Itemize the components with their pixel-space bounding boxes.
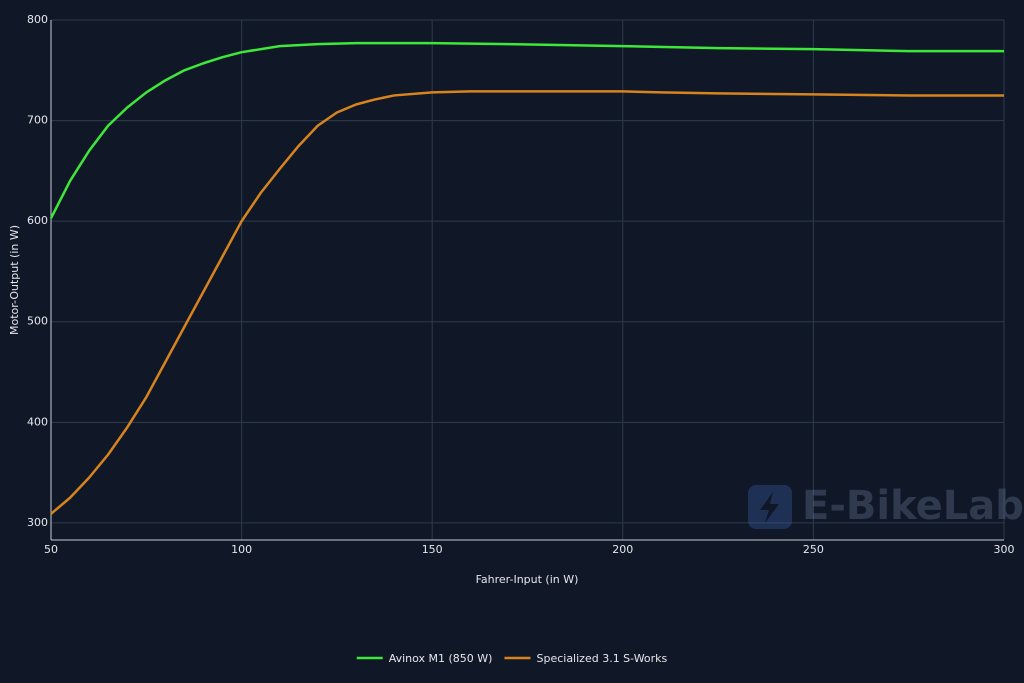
legend-label: Avinox M1 (850 W) <box>389 652 493 665</box>
y-tick-label: 500 <box>27 315 48 328</box>
x-tick-label: 100 <box>231 543 252 556</box>
series-line <box>50 90 1004 515</box>
watermark-bolt <box>760 492 779 523</box>
x-tick-label: 200 <box>612 543 633 556</box>
y-tick-label: 300 <box>27 516 48 529</box>
y-tick-label: 700 <box>27 114 48 127</box>
watermark-text: E-BikeLab <box>802 483 1024 529</box>
x-axis-title: Fahrer-Input (in W) <box>476 573 579 586</box>
y-axis-title: Motor-Output (in W) <box>8 225 21 335</box>
y-tick-label: 800 <box>27 13 48 26</box>
legend: Avinox M1 (850 W) Specialized 3.1 S-Works <box>356 652 668 665</box>
y-tick-label: 400 <box>27 415 48 428</box>
watermark: E-BikeLab <box>748 483 1024 529</box>
series-line <box>49 41 1004 219</box>
x-tick-label: 250 <box>803 543 824 556</box>
x-tick-label: 50 <box>44 543 58 556</box>
x-tick-label: 150 <box>422 543 443 556</box>
legend-label: Specialized 3.1 S-Works <box>536 652 667 665</box>
y-tick-label: 600 <box>27 214 48 227</box>
x-tick-label: 300 <box>994 543 1015 556</box>
watermark-icon <box>748 485 792 529</box>
